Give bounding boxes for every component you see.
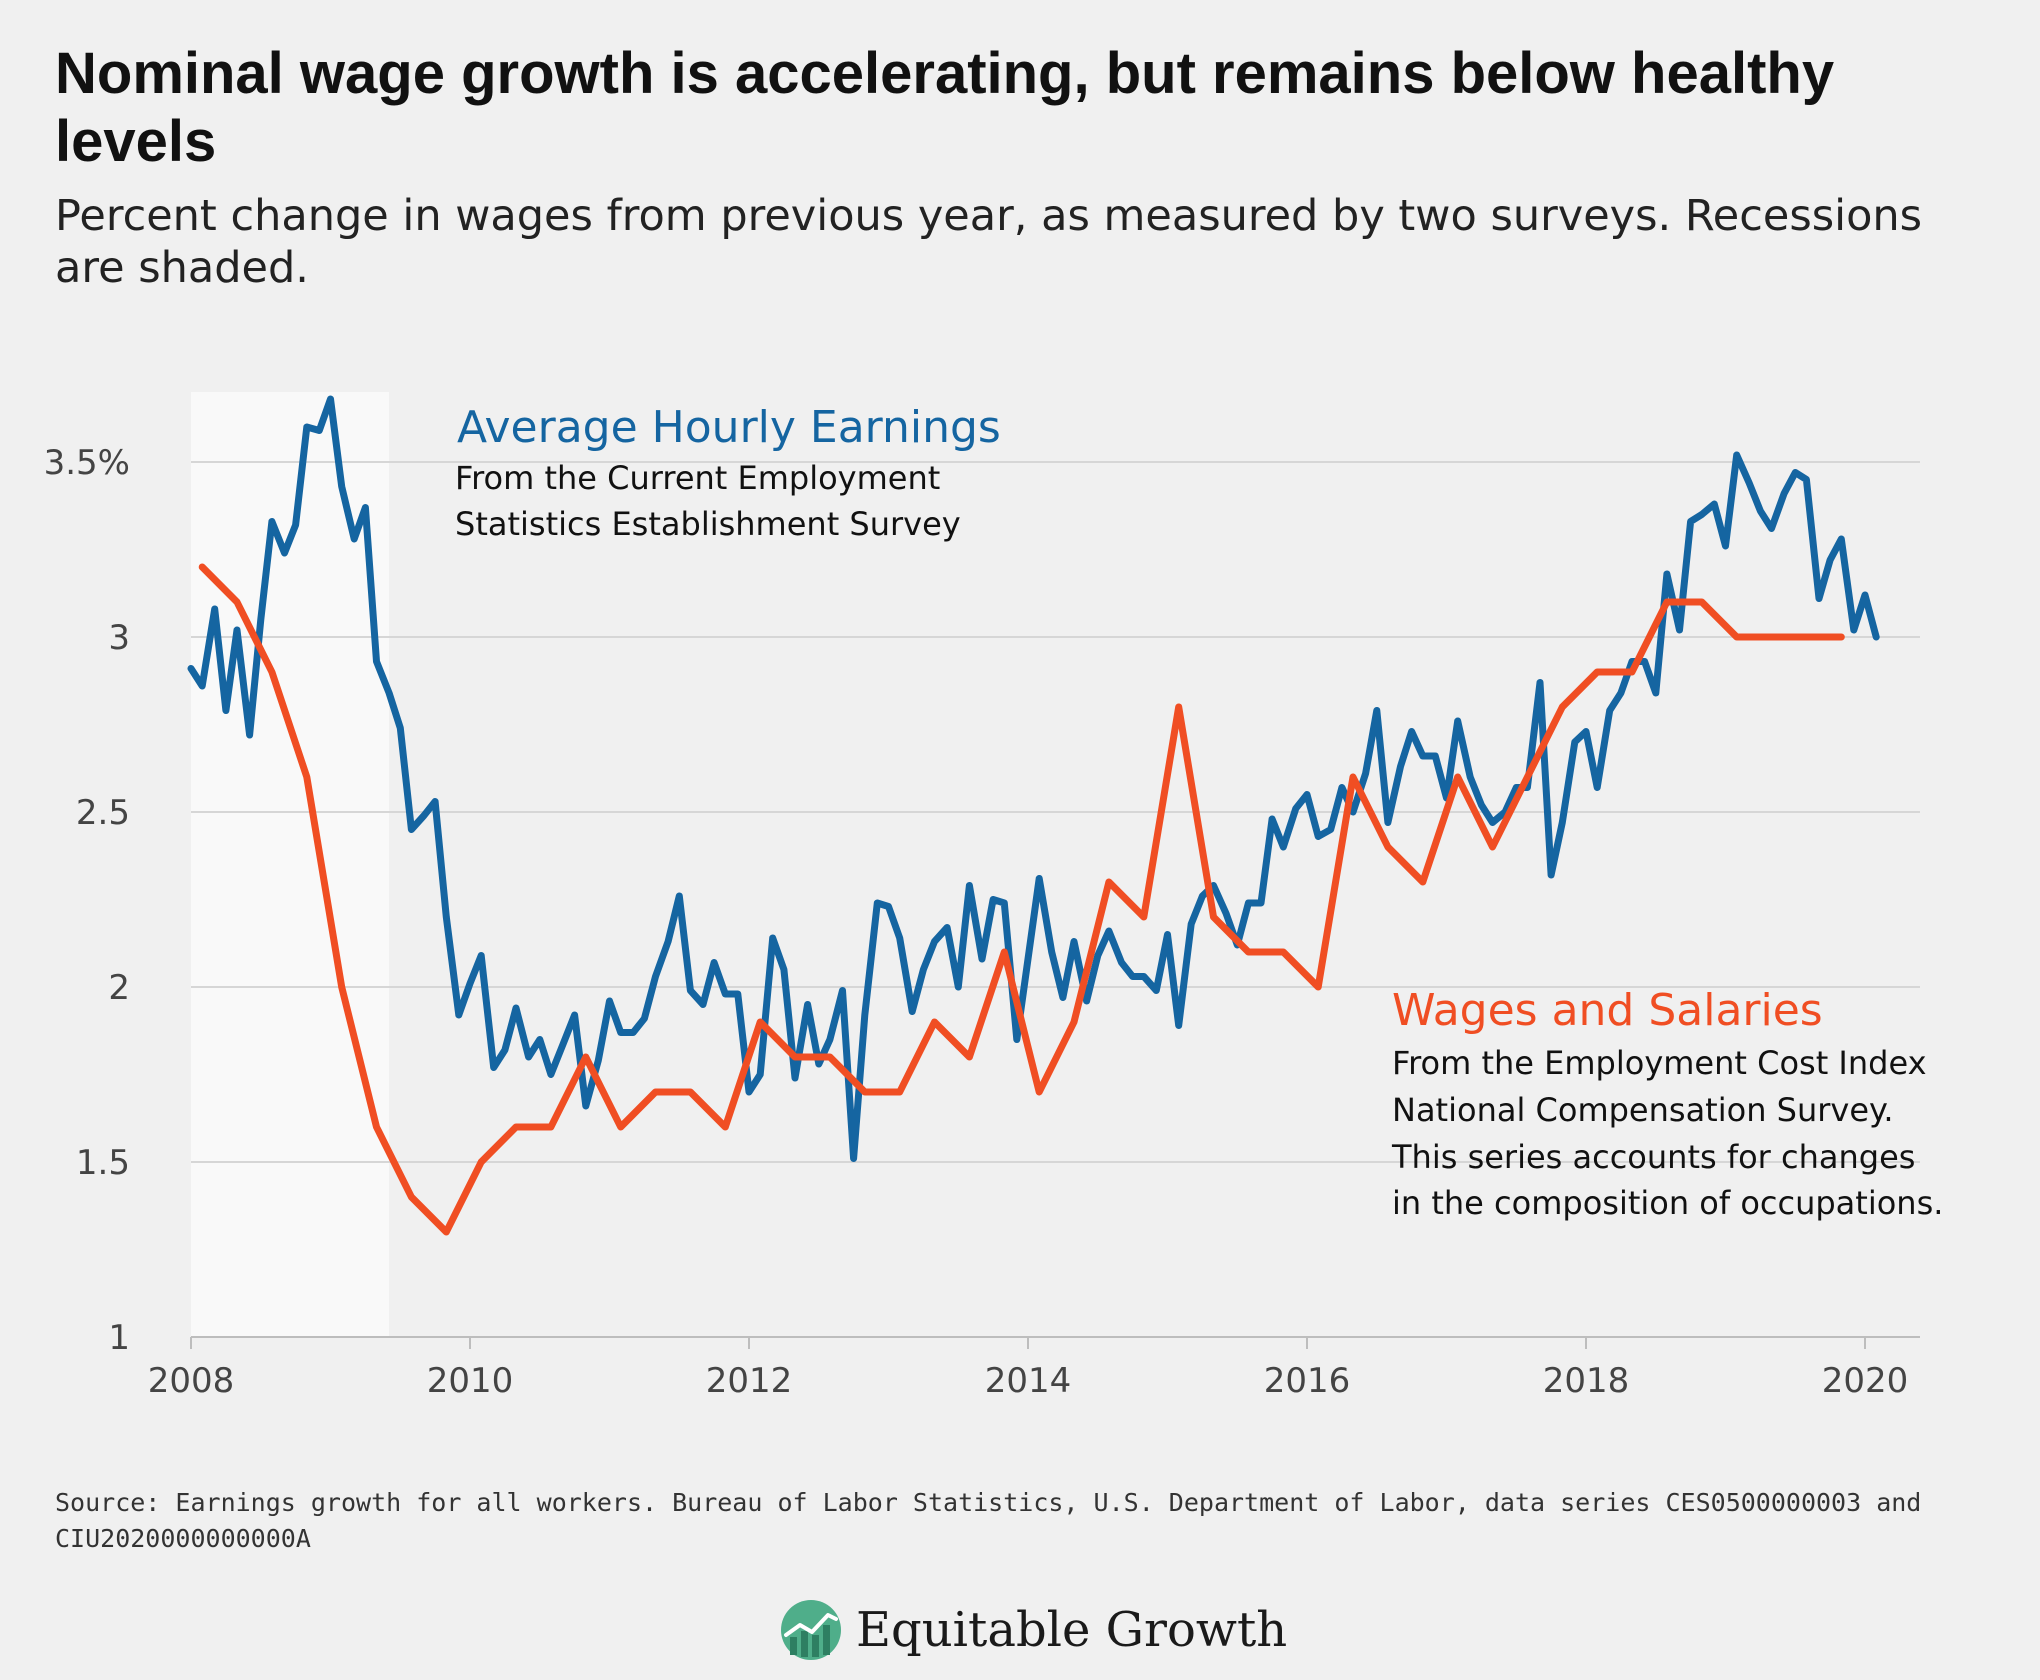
y-tick-label: 2 (108, 968, 130, 1008)
ws-annotation-line: This series accounts for changes (1391, 1138, 1915, 1176)
series-layer (187, 395, 1880, 1236)
ws-annotation-title: Wages and Salaries (1392, 985, 1823, 1036)
ws-annotation-line: National Compensation Survey. (1392, 1091, 1894, 1129)
annotations: Average Hourly Earnings From the Current… (455, 402, 1943, 1222)
x-tick-label: 2014 (985, 1361, 1072, 1401)
ws-annotation-line: From the Employment Cost Index (1392, 1044, 1927, 1082)
y-tick-label: 2.5 (76, 793, 130, 833)
recession-shading-layer (191, 392, 390, 1337)
x-tick-label: 2010 (427, 1361, 514, 1401)
wages-and-salaries-line (198, 563, 1845, 1236)
logo-text: Equitable Growth (856, 1602, 1288, 1658)
x-tick-label: 2016 (1264, 1361, 1351, 1401)
ahe-annotation-line: From the Current Employment (455, 459, 940, 497)
axes: 1 1.5 2 2.5 3 3.5% 2008 2010 2012 2014 2016 2018 202… (44, 443, 1920, 1401)
recession-band (191, 392, 390, 1337)
line-chart: 1 1.5 2 2.5 3 3.5% 2008 2010 2012 2014 2016 2018 202… (43, 392, 1944, 1401)
equitable-growth-logo: Equitable Growth (780, 1595, 1287, 1665)
x-tick-label: 2018 (1543, 1361, 1630, 1401)
growth-logo-icon (781, 1600, 841, 1660)
ws-annotation-line: in the composition of occupations. (1392, 1184, 1943, 1222)
y-tick-label: 3 (108, 618, 130, 658)
ahe-annotation-line: Statistics Establishment Survey (455, 505, 961, 543)
y-tick-label: 3.5% (44, 443, 130, 483)
chart-subtitle: Percent change in wages from previous ye… (55, 191, 1923, 293)
x-tick-label: 2008 (148, 1361, 235, 1401)
chart-title: Nominal wage growth is accelerating, but… (55, 41, 1835, 174)
x-tick-label: 2012 (706, 1361, 793, 1401)
average-hourly-earnings-line (187, 395, 1880, 1162)
x-tick-label: 2020 (1822, 1361, 1909, 1401)
gridlines (191, 461, 1920, 1163)
ahe-annotation-title: Average Hourly Earnings (457, 402, 1001, 453)
y-tick-label: 1 (108, 1318, 130, 1358)
source-note: Source: Earnings growth for all workers.… (55, 1488, 1922, 1553)
y-tick-label: 1.5 (76, 1143, 130, 1183)
